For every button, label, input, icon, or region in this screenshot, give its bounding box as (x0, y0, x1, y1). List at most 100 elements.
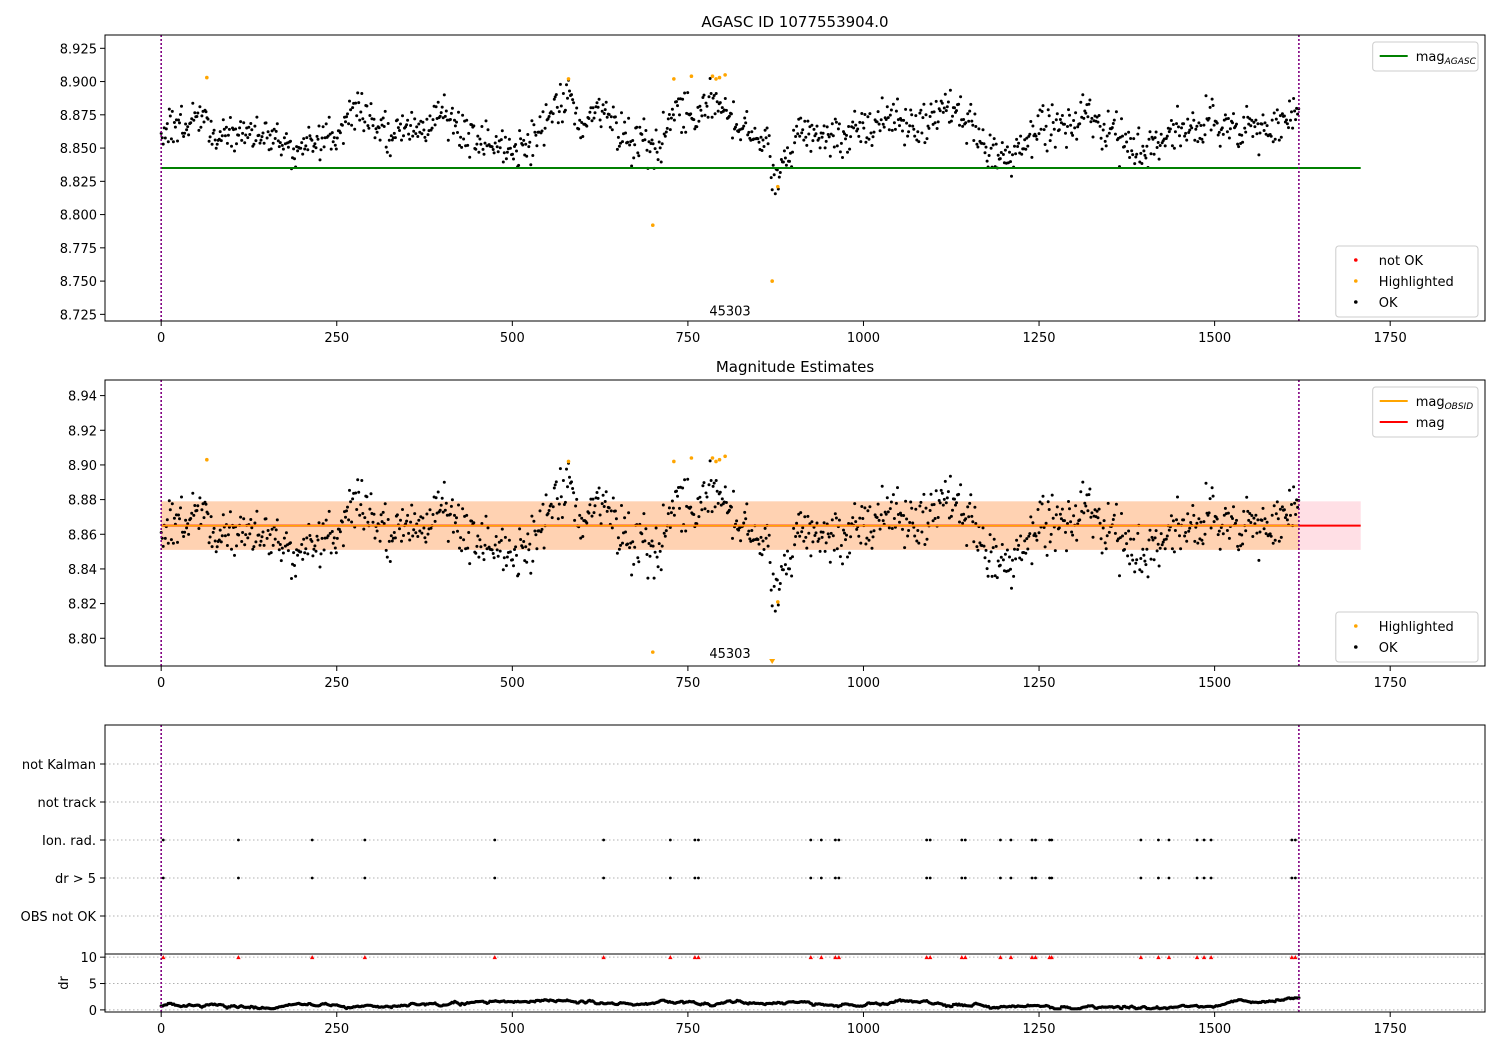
ok-point (843, 132, 846, 136)
ok-point (1125, 140, 1129, 144)
ok-point (1167, 130, 1171, 134)
flag-point (1293, 838, 1297, 842)
ok-point (1101, 526, 1105, 530)
ok-point (505, 555, 509, 559)
ok-point (556, 517, 560, 521)
flag-point (925, 876, 929, 880)
ok-point (345, 509, 348, 513)
ok-point (801, 128, 805, 132)
ok-point (465, 118, 469, 122)
ok-point (1026, 547, 1030, 551)
x-tick-label: 250 (324, 1022, 349, 1037)
ok-point (1264, 532, 1268, 536)
ok-point (1005, 548, 1009, 552)
ok-point (337, 527, 341, 531)
ok-point (1087, 102, 1091, 106)
ok-point (1030, 155, 1034, 159)
ok-point (381, 510, 385, 514)
ok-point (535, 144, 539, 148)
ok-point (193, 504, 197, 507)
ok-point (493, 543, 497, 547)
ok-point (426, 133, 430, 137)
ok-point (686, 477, 690, 481)
ok-point (511, 558, 514, 562)
ok-point (591, 106, 595, 110)
ok-point (503, 135, 507, 139)
flag-category-label: not track (37, 796, 96, 811)
flag-point (1195, 876, 1199, 880)
ok-point (177, 118, 180, 122)
ok-point (951, 114, 954, 118)
ok-point (597, 486, 601, 490)
highlighted-point (650, 650, 655, 654)
ok-point (1168, 127, 1172, 131)
ok-point (497, 540, 501, 544)
ok-point (1025, 136, 1029, 140)
ok-point (599, 125, 603, 129)
ok-point (1273, 538, 1277, 542)
ok-point (969, 493, 973, 497)
ok-point (255, 509, 259, 513)
ok-point (388, 560, 392, 563)
flag-point (363, 876, 367, 880)
ok-point (1279, 535, 1283, 539)
ok-point (949, 514, 953, 518)
ok-point (703, 507, 707, 511)
ok-point (1153, 136, 1157, 140)
flag-point (1139, 838, 1143, 842)
ok-point (650, 539, 654, 543)
ok-point (329, 551, 333, 555)
flag-point (310, 876, 314, 880)
ok-point (775, 578, 779, 582)
ok-point (407, 132, 411, 136)
ok-point (440, 496, 444, 500)
ok-point (161, 544, 165, 548)
ok-point (1200, 137, 1204, 141)
ok-point (479, 545, 483, 549)
ok-point (668, 128, 672, 132)
ok-point (552, 97, 556, 101)
ok-point (575, 497, 579, 501)
ok-point (538, 509, 542, 513)
ok-point (1294, 118, 1298, 122)
ok-point (630, 164, 634, 168)
ok-point (405, 519, 409, 523)
ok-point (759, 135, 763, 139)
ok-point (927, 126, 931, 130)
ok-point (578, 118, 582, 122)
ok-point (1288, 488, 1291, 492)
ok-point (816, 539, 820, 543)
ok-point (299, 146, 303, 150)
ok-point (1206, 513, 1210, 517)
ok-point (670, 499, 674, 503)
ok-point (806, 514, 810, 518)
ok-point (810, 123, 814, 127)
ok-point (834, 516, 838, 520)
ok-point (815, 521, 819, 525)
ok-point (683, 478, 687, 482)
ok-point (1221, 532, 1225, 536)
ok-point (1107, 131, 1111, 135)
ok-point (362, 527, 366, 531)
ok-point (375, 130, 379, 134)
ok-point (1074, 504, 1078, 508)
ok-point (448, 512, 452, 516)
ok-point (1220, 126, 1224, 130)
ok-point (835, 144, 839, 148)
ok-point (867, 137, 871, 141)
ok-point (1276, 121, 1280, 125)
ok-point (908, 124, 912, 128)
ok-point (879, 118, 883, 122)
ok-point (496, 554, 500, 558)
ok-point (742, 124, 746, 128)
ok-point (678, 113, 681, 117)
ok-point (379, 118, 383, 122)
ok-point (453, 521, 457, 525)
ok-point (661, 503, 665, 507)
ok-point (219, 139, 223, 143)
ok-point (962, 118, 966, 121)
ok-point (877, 122, 881, 126)
ok-point (1160, 543, 1164, 547)
agasc-magnitude-panel: AGASC ID 1077553904.0 0 250 500 750 1000 1250… (60, 13, 1486, 346)
ok-point (171, 140, 175, 144)
